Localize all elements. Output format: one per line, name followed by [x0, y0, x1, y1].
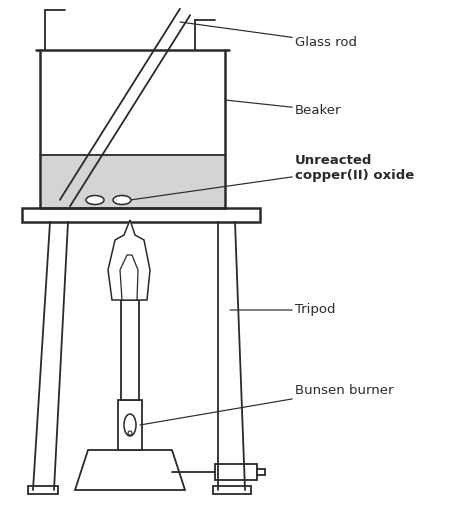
Bar — [215, 464, 257, 480]
Polygon shape — [108, 220, 150, 300]
Bar — [40, 155, 225, 208]
Polygon shape — [75, 450, 185, 490]
Ellipse shape — [86, 195, 104, 205]
Bar — [22, 208, 260, 222]
Bar — [257, 469, 265, 475]
Bar — [121, 300, 139, 400]
Text: Beaker: Beaker — [225, 100, 341, 116]
Ellipse shape — [128, 431, 132, 435]
Bar — [213, 486, 251, 494]
Text: Glass rod: Glass rod — [180, 22, 357, 49]
Ellipse shape — [113, 195, 131, 205]
Ellipse shape — [124, 414, 136, 436]
Text: Unreacted
copper(II) oxide: Unreacted copper(II) oxide — [130, 154, 414, 200]
Text: Bunsen burner: Bunsen burner — [140, 384, 393, 425]
Polygon shape — [120, 255, 138, 300]
Bar — [118, 400, 142, 450]
Bar — [28, 486, 58, 494]
Text: Tripod: Tripod — [230, 304, 336, 317]
